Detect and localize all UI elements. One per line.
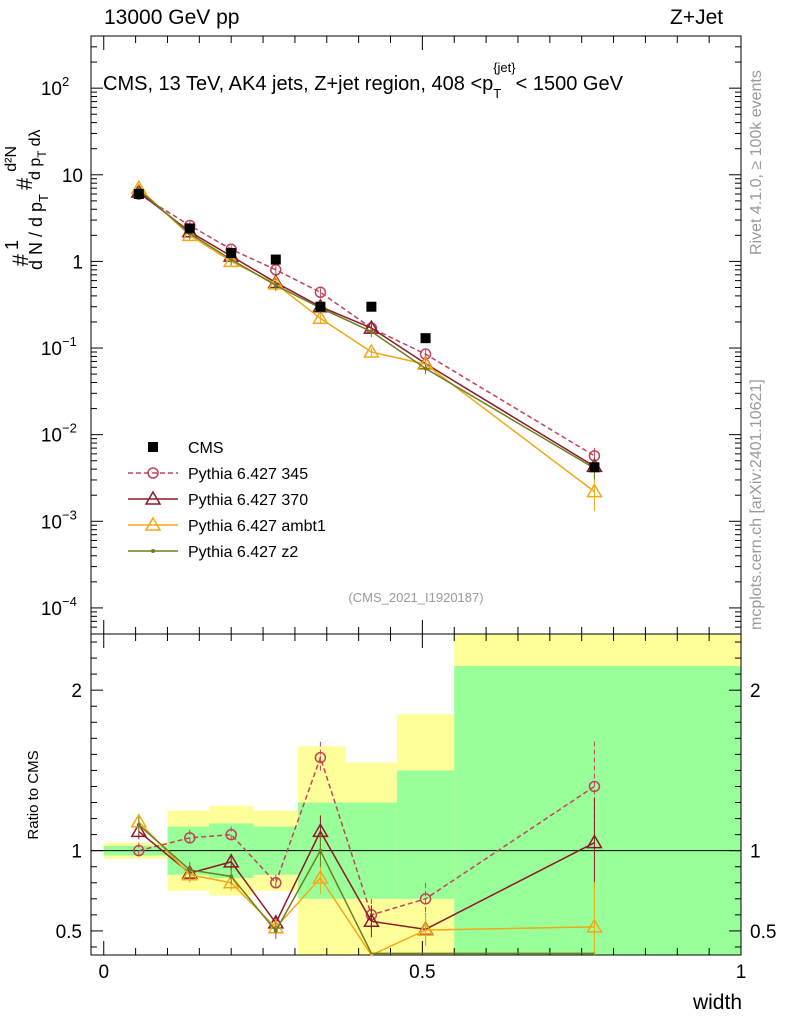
marker-circle — [419, 893, 432, 905]
ratio-line-0 — [138, 755, 595, 916]
ratio-y-tick-label: 1 — [750, 842, 761, 863]
ratio-plot-frame — [90, 633, 742, 956]
main-y-tick-label: 1 — [72, 252, 83, 273]
marker-dot — [273, 283, 278, 288]
title-tail: < 1500 GeV — [516, 73, 624, 95]
ratio-y-tick-label: 2 — [71, 681, 82, 702]
legend-label: Pythia 6.427 ambt1 — [188, 518, 326, 535]
ratio-y-tick-label: 0.5 — [56, 922, 82, 943]
marker-triangle — [586, 834, 603, 849]
marker-square — [184, 223, 195, 234]
ratio-y-tick-label: 1 — [71, 842, 82, 863]
main-y-axis-label: #1 d N / d pT#d²N d pTdλ — [2, 129, 51, 270]
marker-triangle — [312, 869, 329, 884]
marker-dot — [229, 257, 234, 262]
watermark: (CMS_2021_I1920187) — [348, 590, 483, 605]
legend-label: CMS — [188, 440, 224, 457]
ratio-y-axis-label: Ratio to CMS — [25, 750, 42, 839]
marker-triangle — [363, 343, 380, 358]
marker-circle — [184, 832, 196, 844]
marker-triangle — [222, 853, 240, 868]
marker-triangle — [586, 918, 603, 933]
marker-triangle — [363, 912, 380, 928]
marker-square — [589, 462, 600, 473]
marker-dot — [318, 848, 323, 853]
main-y-tick-label: 10 — [41, 512, 62, 533]
x-tick-label: 0 — [98, 962, 109, 983]
main-y-tick-exponent: −1 — [62, 334, 77, 349]
marker-circle — [314, 751, 327, 764]
marker-dot — [136, 822, 141, 827]
main-y-tick-exponent: −3 — [62, 507, 77, 522]
marker-dot — [187, 867, 192, 872]
marker-square — [270, 254, 281, 265]
marker-circle — [314, 286, 327, 299]
main-title: CMS, 13 TeV, AK4 jets, Z+jet region, 408… — [103, 60, 624, 101]
series-line-1 — [138, 193, 595, 457]
main-y-tick-label: 10 — [41, 79, 62, 100]
marker-square — [148, 442, 158, 452]
series-line-4 — [138, 189, 595, 469]
marker-circle — [588, 780, 601, 793]
main-y-tick-exponent: −2 — [62, 421, 77, 436]
marker-square — [315, 301, 326, 312]
main-y-tick-exponent: 2 — [62, 74, 69, 89]
legend-label: Pythia 6.427 z2 — [188, 544, 298, 561]
title-sub: T — [493, 86, 501, 101]
ratio-line-3 — [138, 824, 595, 955]
main-y-tick-label: 10 — [41, 426, 62, 447]
ratio-y-tick-label: 0.5 — [750, 922, 776, 943]
marker-triangle — [181, 866, 199, 881]
marker-dot — [369, 329, 374, 334]
marker-square — [366, 301, 377, 312]
main-y-tick-label: 10 — [41, 599, 62, 620]
marker-circle — [147, 467, 159, 479]
marker-triangle — [144, 490, 162, 505]
header-left: 13000 GeV pp — [104, 6, 240, 29]
x-tick-label: 0.5 — [409, 962, 435, 983]
legend-label: Pythia 6.427 370 — [188, 492, 308, 509]
marker-triangle — [312, 309, 329, 325]
marker-square — [133, 189, 144, 200]
marker-circle — [270, 264, 282, 276]
marker-triangle — [130, 822, 148, 838]
marker-triangle — [586, 483, 603, 498]
marker-square — [226, 248, 237, 259]
marker-dot — [273, 928, 278, 933]
marker-circle — [225, 828, 237, 841]
marker-dot — [229, 874, 234, 879]
title-sup: {jet} — [493, 60, 516, 75]
marker-circle — [419, 348, 432, 360]
marker-square — [420, 333, 431, 344]
main-y-tick-exponent: −4 — [62, 594, 77, 609]
ratio-line-2 — [138, 821, 595, 956]
main-y-tick-label: 10 — [41, 339, 62, 360]
marker-circle — [270, 877, 282, 889]
x-tick-label: 1 — [736, 962, 747, 983]
marker-dot — [423, 366, 428, 371]
marker-triangle — [144, 516, 162, 531]
header-right: Z+Jet — [670, 6, 724, 29]
marker-dot — [151, 549, 155, 553]
marker-circle — [133, 844, 145, 857]
marker-triangle — [181, 226, 199, 242]
ratio-band-green — [396, 770, 455, 899]
legend-label: Pythia 6.427 345 — [188, 466, 308, 483]
x-axis-label: width — [692, 991, 742, 1014]
main-y-tick-label: 10 — [62, 166, 83, 187]
marker-triangle — [417, 921, 434, 936]
ratio-y-tick-label: 2 — [750, 681, 761, 702]
marker-triangle — [222, 252, 240, 268]
ratio-band-green — [454, 666, 741, 955]
